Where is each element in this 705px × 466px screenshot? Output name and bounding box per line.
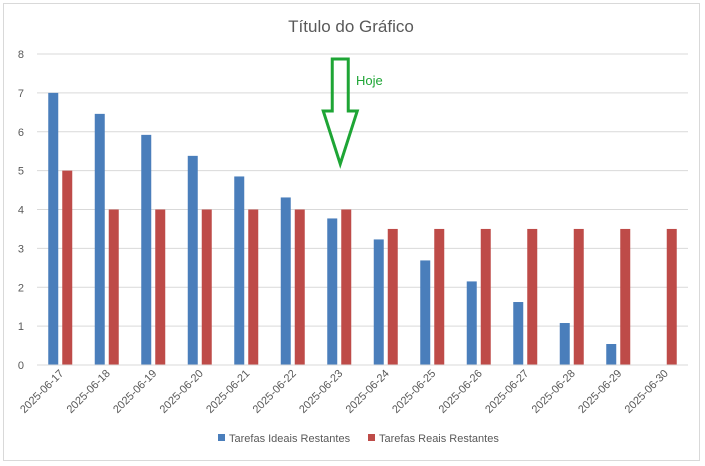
gridlines	[37, 53, 688, 327]
x-tick-label: 2025-06-24	[344, 368, 392, 416]
x-tick-label: 2025-06-20	[158, 368, 206, 416]
bar-ideal	[327, 218, 338, 365]
y-tick-label: 3	[18, 243, 24, 255]
down-arrow-icon	[321, 57, 360, 169]
bar-real	[294, 209, 305, 365]
bar-real	[248, 209, 259, 365]
bar-real	[480, 228, 491, 365]
y-tick-label: 2	[18, 282, 24, 294]
bar-ideal	[48, 92, 59, 365]
x-tick-label: 2025-06-27	[483, 368, 531, 416]
x-tick-label: 2025-06-18	[65, 368, 113, 416]
chart-area: Título do Gráfico 0 1 2 3 4 5 6 7 8 2025-06-17 202…	[3, 3, 700, 461]
y-tick-label: 4	[18, 205, 24, 217]
y-tick-label: 8	[18, 49, 24, 61]
bar-ideal	[234, 176, 245, 365]
x-tick-label: 2025-06-25	[390, 368, 438, 416]
bar-real	[620, 228, 631, 365]
bar-real	[201, 209, 212, 365]
bar-ideal	[94, 113, 105, 366]
bar-ideal	[187, 155, 198, 365]
bar-real	[573, 228, 584, 365]
chart-title: Título do Gráfico	[288, 17, 414, 36]
bar-ideal	[420, 260, 431, 365]
legend-label: Tarefas Ideais Restantes	[229, 433, 351, 445]
legend-label: Tarefas Reais Restantes	[379, 433, 499, 445]
bar-ideal	[466, 281, 477, 365]
bar-ideal	[559, 323, 570, 365]
y-tick-label: 6	[18, 127, 24, 139]
bar-real	[62, 170, 73, 365]
x-tick-label: 2025-06-29	[576, 368, 624, 416]
y-tick-label: 5	[18, 166, 24, 178]
annotation-label: Hoje	[356, 73, 383, 88]
x-tick-label: 2025-06-22	[251, 368, 299, 416]
bars	[48, 92, 677, 366]
bar-real	[387, 228, 398, 365]
y-tick-label: 7	[18, 88, 24, 100]
bar-real	[155, 209, 166, 365]
x-tick-label: 2025-06-23	[297, 368, 345, 416]
legend-swatch	[368, 434, 375, 441]
bar-real	[527, 228, 538, 365]
x-tick-label: 2025-06-30	[623, 368, 671, 416]
legend: Tarefas Ideais Restantes Tarefas Reais Re…	[218, 433, 499, 445]
x-tick-label: 2025-06-19	[111, 368, 159, 416]
x-tick-label: 2025-06-26	[437, 368, 485, 416]
bar-real	[108, 209, 119, 365]
chart-svg: Título do Gráfico 0123456782025-06-17202…	[18, 17, 688, 445]
bar-ideal	[606, 344, 617, 365]
x-tick-label: 2025-06-17	[18, 368, 66, 416]
y-tick-label: 1	[18, 321, 24, 333]
y-tick-label: 0	[18, 360, 24, 372]
bar-real	[434, 228, 445, 365]
bar-ideal	[373, 239, 384, 365]
x-tick-label: 2025-06-28	[530, 368, 578, 416]
bar-ideal	[513, 302, 524, 365]
x-tick-label: 2025-06-21	[204, 368, 252, 416]
bar-real	[341, 209, 352, 365]
bar-ideal	[280, 197, 291, 365]
bar-ideal	[141, 134, 152, 365]
bar-real	[666, 228, 677, 365]
legend-swatch	[218, 434, 225, 441]
annotation: Hoje	[321, 57, 383, 169]
